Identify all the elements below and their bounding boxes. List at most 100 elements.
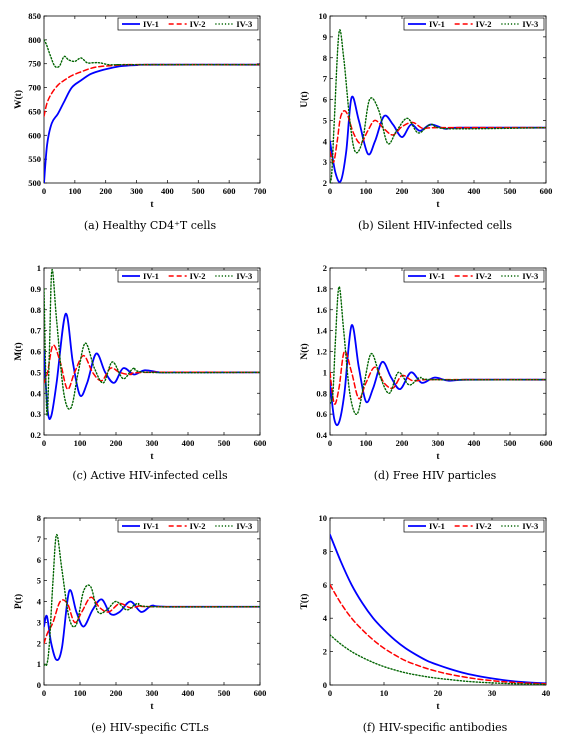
subfigure-caption: (d) Free HIV particles xyxy=(374,469,497,482)
series-line-iv-2 xyxy=(44,344,260,390)
legend: IV-1 IV-2 IV-3 xyxy=(403,17,545,31)
legend-label: IV-3 xyxy=(236,271,252,281)
legend-label: IV-1 xyxy=(143,521,159,531)
x-tick-label: 0 xyxy=(42,186,46,196)
series-line-iv-3 xyxy=(44,269,260,417)
x-tick-label: 500 xyxy=(192,186,205,196)
x-tick-label: 10 xyxy=(380,688,389,698)
y-tick-label: 1.2 xyxy=(316,347,327,357)
y-tick-label: 0.9 xyxy=(30,284,41,294)
y-tick-label: 6 xyxy=(323,95,327,105)
x-tick-label: 600 xyxy=(540,438,553,448)
x-tick-label: 400 xyxy=(468,186,481,196)
legend-label: IV-1 xyxy=(429,521,445,531)
y-tick-label: 1 xyxy=(37,659,41,669)
legend: IV-1 IV-2 IV-3 xyxy=(403,519,545,533)
x-axis-label: t xyxy=(150,702,154,712)
y-tick-label: 3 xyxy=(37,617,41,627)
y-tick-label: 0.8 xyxy=(30,305,41,315)
chart-panel-0: 0 100 200 300 400 500 600 700 500 550 600 650 700 750… xyxy=(13,11,266,232)
subfigure-caption: (f) HIV-specific antibodies xyxy=(363,721,508,734)
x-tick-label: 500 xyxy=(504,186,517,196)
y-axis-label: W(t) xyxy=(13,90,24,109)
x-tick-label: 300 xyxy=(432,186,445,196)
legend-label: IV-2 xyxy=(190,19,206,29)
legend-label: IV-2 xyxy=(476,271,492,281)
y-tick-label: 9 xyxy=(323,32,327,42)
plot-frame xyxy=(43,517,261,686)
y-axis-label: U(t) xyxy=(299,91,310,107)
legend-box xyxy=(117,519,259,533)
x-tick-label: 200 xyxy=(110,438,123,448)
series-line-iv-2 xyxy=(330,110,546,163)
x-tick-label: 400 xyxy=(468,438,481,448)
legend-label: IV-2 xyxy=(190,271,206,281)
legend-box xyxy=(403,519,545,533)
series-line-iv-2 xyxy=(330,584,546,685)
subfigure-caption: (b) Silent HIV-infected cells xyxy=(358,219,512,232)
y-tick-label: 4 xyxy=(323,613,328,623)
y-tick-label: 0 xyxy=(323,680,327,690)
x-tick-label: 600 xyxy=(254,438,267,448)
plot-frame xyxy=(329,517,547,686)
x-tick-label: 600 xyxy=(540,186,553,196)
x-tick-label: 30 xyxy=(488,688,497,698)
y-axis-label: N(t) xyxy=(299,343,310,359)
y-tick-label: 1.8 xyxy=(316,284,327,294)
x-tick-label: 300 xyxy=(146,688,159,698)
plot-frame xyxy=(43,15,261,184)
x-axis-label: t xyxy=(436,452,440,462)
y-tick-label: 750 xyxy=(28,59,41,69)
chart-panel-3: 0 100 200 300 400 500 600 0.4 0.6 0.8 1 1.2 1.4 1.6 1.… xyxy=(299,263,552,482)
y-tick-label: 0.4 xyxy=(316,430,327,440)
x-tick-label: 40 xyxy=(542,688,551,698)
series-line-iv-2 xyxy=(44,63,260,117)
legend-label: IV-2 xyxy=(476,19,492,29)
legend-label: IV-3 xyxy=(522,271,538,281)
legend-label: IV-3 xyxy=(522,19,538,29)
series-line-iv-1 xyxy=(330,533,546,685)
x-tick-label: 0 xyxy=(328,186,332,196)
series-line-iv-2 xyxy=(44,596,260,644)
y-tick-label: 2 xyxy=(37,638,41,648)
x-tick-label: 300 xyxy=(146,438,159,448)
y-axis-label: M(t) xyxy=(13,342,24,360)
x-tick-label: 0 xyxy=(328,688,332,698)
y-tick-label: 650 xyxy=(28,106,41,116)
series-line-iv-3 xyxy=(44,533,260,667)
legend-label: IV-2 xyxy=(190,521,206,531)
x-tick-label: 700 xyxy=(254,186,267,196)
x-tick-label: 0 xyxy=(328,438,332,448)
y-tick-label: 3 xyxy=(323,157,327,167)
legend-box xyxy=(403,269,545,283)
x-tick-label: 300 xyxy=(130,186,143,196)
y-tick-label: 0.8 xyxy=(316,388,327,398)
legend: IV-1 IV-2 IV-3 xyxy=(403,269,545,283)
y-tick-label: 1.4 xyxy=(316,326,327,336)
plot-frame xyxy=(329,15,547,184)
x-axis-label: t xyxy=(150,452,154,462)
series-line-iv-3 xyxy=(330,29,546,183)
x-tick-label: 100 xyxy=(360,186,373,196)
series-group xyxy=(330,29,546,183)
y-tick-label: 1.6 xyxy=(316,305,327,315)
y-tick-label: 8 xyxy=(323,53,327,63)
legend-label: IV-1 xyxy=(429,19,445,29)
legend-box xyxy=(117,269,259,283)
y-tick-label: 10 xyxy=(319,513,328,523)
series-group xyxy=(44,533,260,667)
y-tick-label: 1 xyxy=(323,367,327,377)
legend-label: IV-1 xyxy=(143,271,159,281)
y-tick-label: 600 xyxy=(28,130,41,140)
y-tick-label: 0.3 xyxy=(30,409,41,419)
y-axis-label: P(t) xyxy=(13,594,24,609)
x-tick-label: 200 xyxy=(396,186,409,196)
y-tick-label: 2 xyxy=(323,647,327,657)
x-tick-label: 400 xyxy=(182,688,195,698)
x-axis-label: t xyxy=(436,200,440,210)
y-tick-label: 10 xyxy=(319,11,328,21)
y-tick-label: 550 xyxy=(28,154,41,164)
x-tick-label: 100 xyxy=(74,438,87,448)
chart-panel-2: 0 100 200 300 400 500 600 0.2 0.3 0.4 0.5 0.6 0.7 0.8… xyxy=(13,263,266,482)
series-group xyxy=(330,286,546,427)
